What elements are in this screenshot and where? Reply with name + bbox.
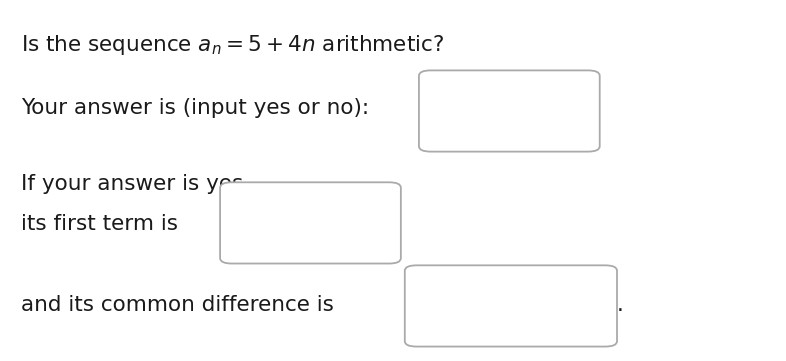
Text: Your answer is (input yes or no):: Your answer is (input yes or no): [21,98,369,118]
Text: .: . [617,295,624,315]
FancyBboxPatch shape [419,70,600,152]
Text: its first term is: its first term is [21,214,178,234]
FancyBboxPatch shape [405,265,617,347]
Text: If your answer is yes,: If your answer is yes, [21,174,251,194]
FancyBboxPatch shape [220,182,401,264]
Text: Is the sequence $a_n = 5 + 4n$ arithmetic?: Is the sequence $a_n = 5 + 4n$ arithmeti… [21,33,444,57]
Text: and its common difference is: and its common difference is [21,295,334,315]
